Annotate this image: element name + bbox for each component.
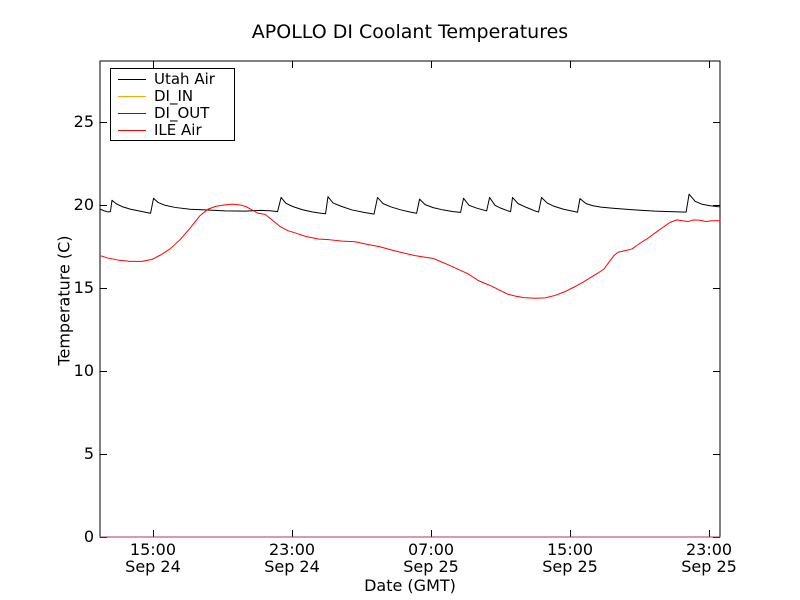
legend-item-utah-air: Utah Air — [111, 71, 234, 88]
legend: Utah Air DI_IN DI_OUT ILE Air — [110, 68, 235, 141]
x-tick-label: 15:00 Sep 25 — [542, 540, 598, 576]
y-tick-label: 10 — [73, 360, 94, 380]
legend-item-ile-air: ILE Air — [111, 122, 234, 139]
x-tick-label: 07:00 Sep 25 — [403, 540, 459, 576]
legend-line-di-out — [118, 113, 146, 114]
legend-label: DI_OUT — [154, 104, 210, 122]
y-tick-label: 0 — [83, 527, 94, 546]
series-line-ile-air — [99, 203, 721, 299]
legend-label: DI_IN — [154, 87, 194, 105]
x-tick-label: 23:00 Sep 25 — [681, 540, 737, 576]
legend-label: Utah Air — [154, 70, 215, 88]
legend-line-utah-air — [118, 79, 146, 80]
legend-line-ile-air — [118, 130, 146, 131]
x-axis-label: Date (GMT) — [364, 576, 456, 595]
x-tick-label: 15:00 Sep 24 — [125, 540, 181, 576]
y-tick-label: 20 — [73, 194, 94, 214]
chart-title: APOLLO DI Coolant Temperatures — [251, 21, 569, 43]
legend-item-di-in: DI_IN — [111, 88, 234, 105]
legend-item-di-out: DI_OUT — [111, 105, 234, 122]
x-tick-label: 23:00 Sep 24 — [264, 540, 320, 576]
legend-line-di-in — [118, 96, 146, 97]
legend-label: ILE Air — [154, 121, 202, 139]
series-line-utah-air — [99, 193, 721, 215]
y-tick-label: 15 — [73, 277, 94, 297]
y-tick-label: 25 — [73, 111, 94, 131]
y-tick-label: 5 — [83, 443, 94, 463]
